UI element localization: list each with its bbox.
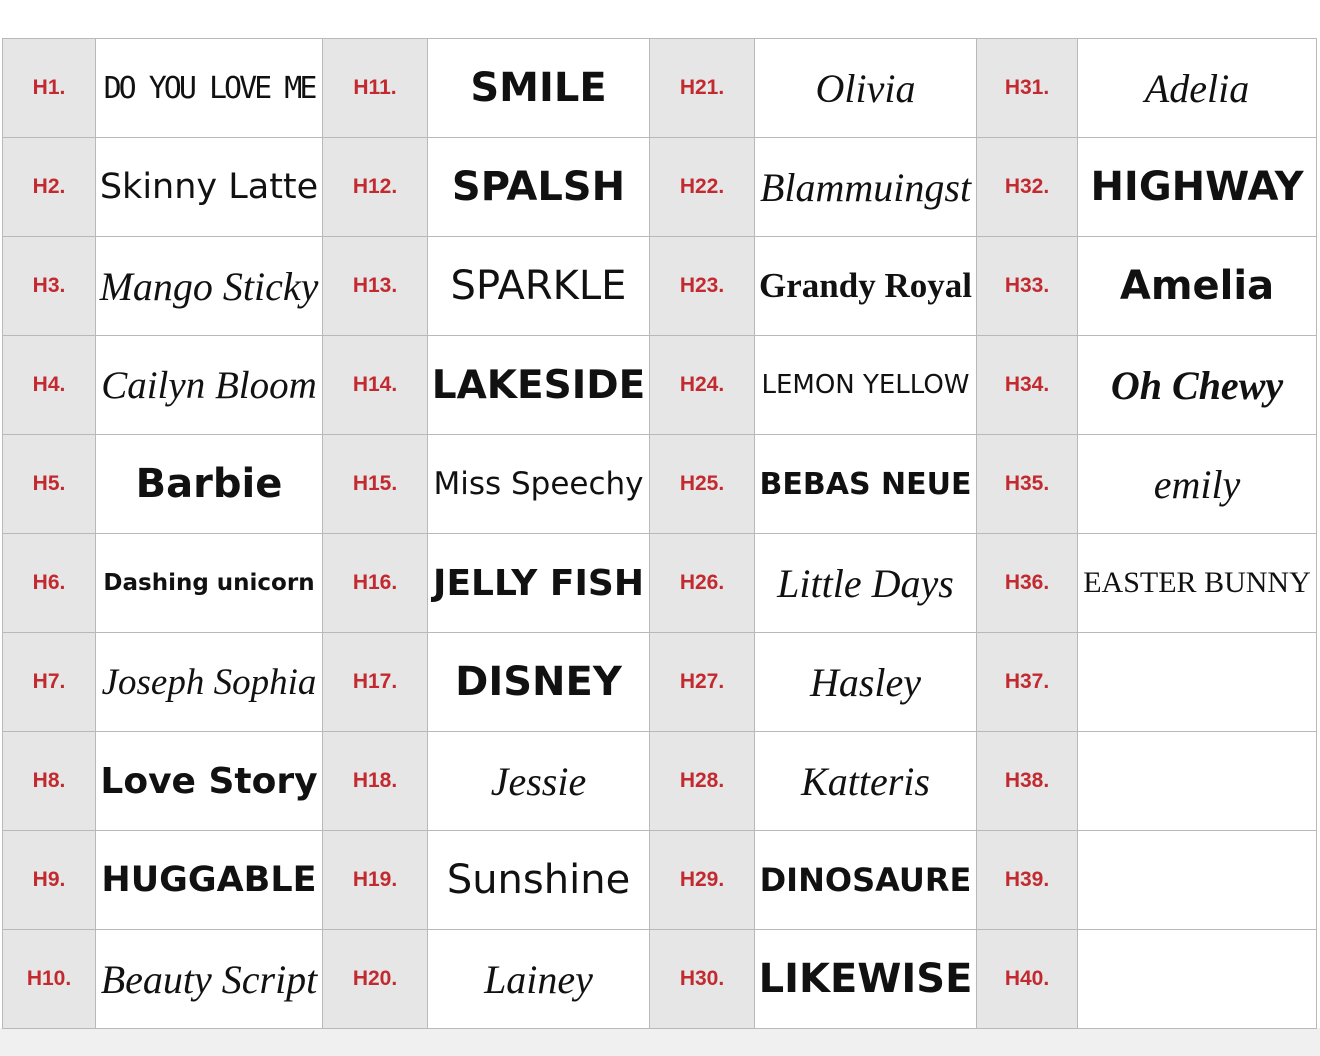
font-sample: Skinny Latte bbox=[95, 137, 323, 237]
font-code: H11. bbox=[322, 38, 428, 138]
font-code: H4. bbox=[2, 335, 96, 435]
font-sample: LAKESIDE bbox=[427, 335, 650, 435]
font-code: H8. bbox=[2, 731, 96, 831]
empty-cell bbox=[1077, 632, 1317, 732]
font-code: H5. bbox=[2, 434, 96, 534]
font-sample: emily bbox=[1077, 434, 1317, 534]
font-sample: Grandy Royal bbox=[754, 236, 977, 336]
font-code: H15. bbox=[322, 434, 428, 534]
font-sample: BEBAS NEUE bbox=[754, 434, 977, 534]
font-code: H22. bbox=[649, 137, 755, 237]
font-sample: Katteris bbox=[754, 731, 977, 831]
font-code: H6. bbox=[2, 533, 96, 633]
font-code: H18. bbox=[322, 731, 428, 831]
font-sample: EASTER BUNNY bbox=[1077, 533, 1317, 633]
font-code: H39. bbox=[976, 830, 1078, 930]
font-code: H14. bbox=[322, 335, 428, 435]
font-sample: Love Story bbox=[95, 731, 323, 831]
font-sample: Jessie bbox=[427, 731, 650, 831]
font-code: H30. bbox=[649, 929, 755, 1029]
font-sample: JELLY FISH bbox=[427, 533, 650, 633]
font-sample: LEMON YELLOW bbox=[754, 335, 977, 435]
font-sample: SMILE bbox=[427, 38, 650, 138]
font-sample: Blammuingst bbox=[754, 137, 977, 237]
font-code: H26. bbox=[649, 533, 755, 633]
font-code: H20. bbox=[322, 929, 428, 1029]
font-code: H38. bbox=[976, 731, 1078, 831]
empty-cell bbox=[1077, 929, 1317, 1029]
font-sample: DO YOU LOVE ME bbox=[95, 38, 323, 138]
font-sample: Hasley bbox=[754, 632, 977, 732]
empty-cell bbox=[1077, 731, 1317, 831]
font-code: H31. bbox=[976, 38, 1078, 138]
font-code: H25. bbox=[649, 434, 755, 534]
font-sample: DINOSAURE bbox=[754, 830, 977, 930]
font-code: H27. bbox=[649, 632, 755, 732]
font-code: H2. bbox=[2, 137, 96, 237]
font-code: H24. bbox=[649, 335, 755, 435]
font-code: H9. bbox=[2, 830, 96, 930]
font-sample: LIKEWISE bbox=[754, 929, 977, 1029]
empty-cell bbox=[1077, 830, 1317, 930]
font-sample: SPALSH bbox=[427, 137, 650, 237]
font-sample: Amelia bbox=[1077, 236, 1317, 336]
font-sample: Dashing unicorn bbox=[95, 533, 323, 633]
font-code: H10. bbox=[2, 929, 96, 1029]
footer-strip bbox=[0, 1028, 1320, 1056]
font-sample: Mango Sticky bbox=[95, 236, 323, 336]
font-sample: SPARKLE bbox=[427, 236, 650, 336]
font-code: H32. bbox=[976, 137, 1078, 237]
font-code: H28. bbox=[649, 731, 755, 831]
font-code: H3. bbox=[2, 236, 96, 336]
font-code: H23. bbox=[649, 236, 755, 336]
font-code: H36. bbox=[976, 533, 1078, 633]
font-sample: Little Days bbox=[754, 533, 977, 633]
font-sample: Sunshine bbox=[427, 830, 650, 930]
font-code: H1. bbox=[2, 38, 96, 138]
font-code: H21. bbox=[649, 38, 755, 138]
font-code: H33. bbox=[976, 236, 1078, 336]
font-code: H34. bbox=[976, 335, 1078, 435]
font-sample: Miss Speechy bbox=[427, 434, 650, 534]
font-sample: Oh Chewy bbox=[1077, 335, 1317, 435]
font-sample: HIGHWAY bbox=[1077, 137, 1317, 237]
font-sample: Beauty Script bbox=[95, 929, 323, 1029]
font-code: H13. bbox=[322, 236, 428, 336]
font-code: H40. bbox=[976, 929, 1078, 1029]
font-sample: Olivia bbox=[754, 38, 977, 138]
font-code: H37. bbox=[976, 632, 1078, 732]
font-sample: Barbie bbox=[95, 434, 323, 534]
font-code: H12. bbox=[322, 137, 428, 237]
font-code: H19. bbox=[322, 830, 428, 930]
font-code: H7. bbox=[2, 632, 96, 732]
font-code: H35. bbox=[976, 434, 1078, 534]
font-code: H29. bbox=[649, 830, 755, 930]
font-code: H16. bbox=[322, 533, 428, 633]
font-sample: Lainey bbox=[427, 929, 650, 1029]
font-sample: DISNEY bbox=[427, 632, 650, 732]
font-sample: Adelia bbox=[1077, 38, 1317, 138]
font-code: H17. bbox=[322, 632, 428, 732]
font-sample: Joseph Sophia bbox=[95, 632, 323, 732]
font-sample: HUGGABLE bbox=[95, 830, 323, 930]
font-sample: Cailyn Bloom bbox=[95, 335, 323, 435]
